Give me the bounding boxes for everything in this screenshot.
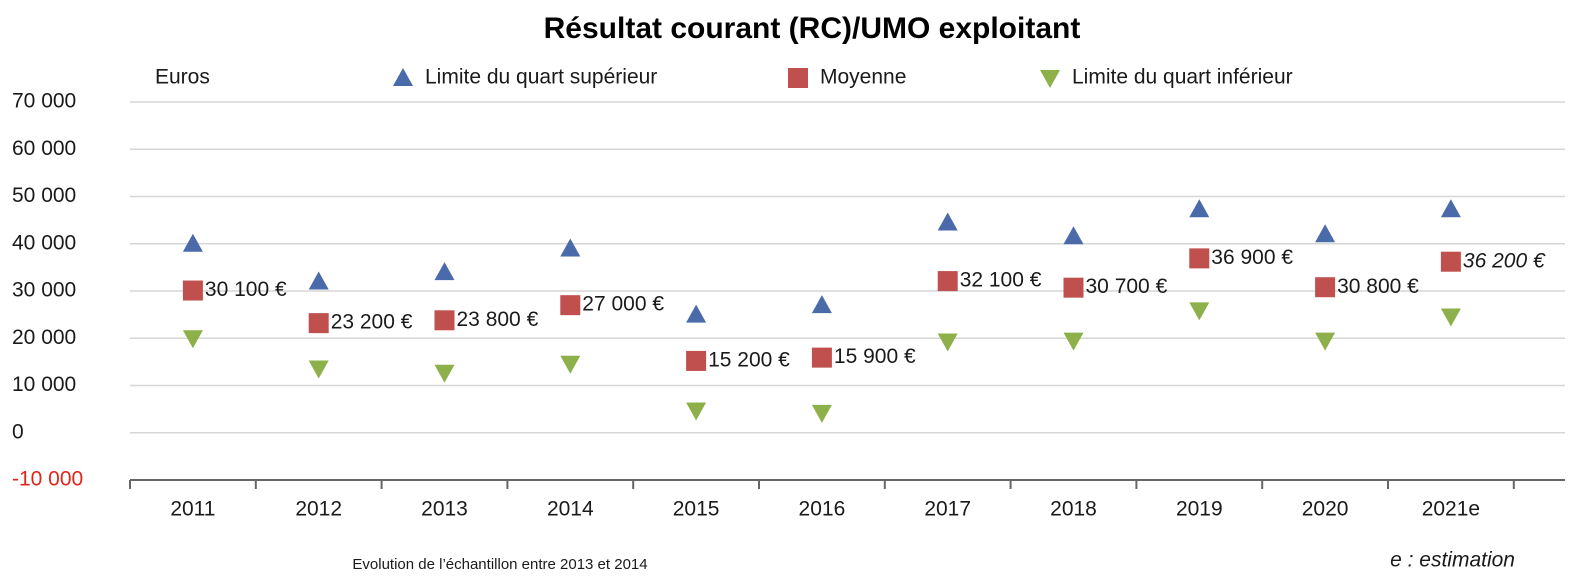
point xyxy=(1063,277,1084,298)
point xyxy=(1189,248,1210,269)
point xyxy=(686,350,707,371)
point xyxy=(1440,308,1461,327)
point xyxy=(308,360,329,379)
point xyxy=(811,295,832,314)
point xyxy=(1315,332,1336,351)
point xyxy=(1189,199,1210,218)
x-tick-label: 2011 xyxy=(170,498,215,521)
footnote: Evolution de l’échantillon entre 2013 et… xyxy=(352,556,647,573)
x-tick-label: 2018 xyxy=(1050,498,1097,521)
x-tick-label: 2015 xyxy=(673,498,720,521)
point xyxy=(1440,251,1461,272)
x-tick-label: 2014 xyxy=(547,498,594,521)
point xyxy=(937,271,958,292)
data-label: 30 100 € xyxy=(205,278,287,301)
data-label: 30 800 € xyxy=(1337,275,1419,298)
x-tick-label: 2012 xyxy=(295,498,342,521)
point xyxy=(182,330,203,349)
y-unit: Euros xyxy=(155,66,210,89)
y-tick-label: 20 000 xyxy=(12,326,76,349)
x-tick-label: 2019 xyxy=(1176,498,1223,521)
legend-label: Limite du quart inférieur xyxy=(1072,66,1293,89)
x-tick-label: 2020 xyxy=(1302,498,1349,521)
point xyxy=(560,295,581,316)
point xyxy=(308,313,329,334)
y-tick-label: 60 000 xyxy=(12,137,76,160)
point xyxy=(1440,199,1461,218)
data-label: 23 200 € xyxy=(331,311,413,334)
estimation-note: e : estimation xyxy=(1390,549,1515,572)
y-tick-label: 40 000 xyxy=(12,231,76,254)
y-tick-label: 50 000 xyxy=(12,184,76,207)
y-tick-label: 0 xyxy=(12,420,24,443)
point xyxy=(1315,224,1336,243)
legend-label: Moyenne xyxy=(820,66,906,89)
point xyxy=(937,333,958,352)
y-tick-label: 10 000 xyxy=(12,373,76,396)
point xyxy=(1063,332,1084,351)
point xyxy=(434,310,455,331)
point xyxy=(434,262,455,281)
data-label: 27 000 € xyxy=(582,293,664,316)
point xyxy=(937,212,958,231)
point xyxy=(434,364,455,383)
point xyxy=(1063,226,1084,245)
x-tick-label: 2013 xyxy=(421,498,468,521)
y-tick-label: 30 000 xyxy=(12,279,76,302)
data-label: 15 200 € xyxy=(708,348,790,371)
point xyxy=(560,355,581,374)
x-tick-label: 2017 xyxy=(924,498,971,521)
point xyxy=(308,271,329,290)
point xyxy=(686,402,707,421)
legend-marker xyxy=(788,68,808,88)
point xyxy=(811,347,832,368)
point xyxy=(1189,302,1210,321)
point xyxy=(811,404,832,423)
data-label: 23 800 € xyxy=(457,308,539,331)
x-tick-label: 2021e xyxy=(1422,498,1480,521)
y-tick-label: 70 000 xyxy=(12,90,76,113)
data-label: 36 200 € xyxy=(1463,249,1546,272)
data-label: 32 100 € xyxy=(960,269,1042,292)
point xyxy=(1315,277,1336,298)
chart-title: Résultat courant (RC)/UMO exploitant xyxy=(544,12,1081,45)
legend-label: Limite du quart supérieur xyxy=(425,66,657,89)
point xyxy=(686,304,707,323)
x-tick-label: 2016 xyxy=(799,498,846,521)
legend-marker xyxy=(393,68,413,86)
point xyxy=(182,280,203,301)
data-label: 30 700 € xyxy=(1086,275,1168,298)
data-label: 15 900 € xyxy=(834,345,916,368)
y-tick-label: -10 000 xyxy=(12,468,83,491)
legend-marker xyxy=(1040,70,1060,88)
point xyxy=(560,238,581,257)
point xyxy=(182,233,203,252)
data-label: 36 900 € xyxy=(1211,246,1293,269)
